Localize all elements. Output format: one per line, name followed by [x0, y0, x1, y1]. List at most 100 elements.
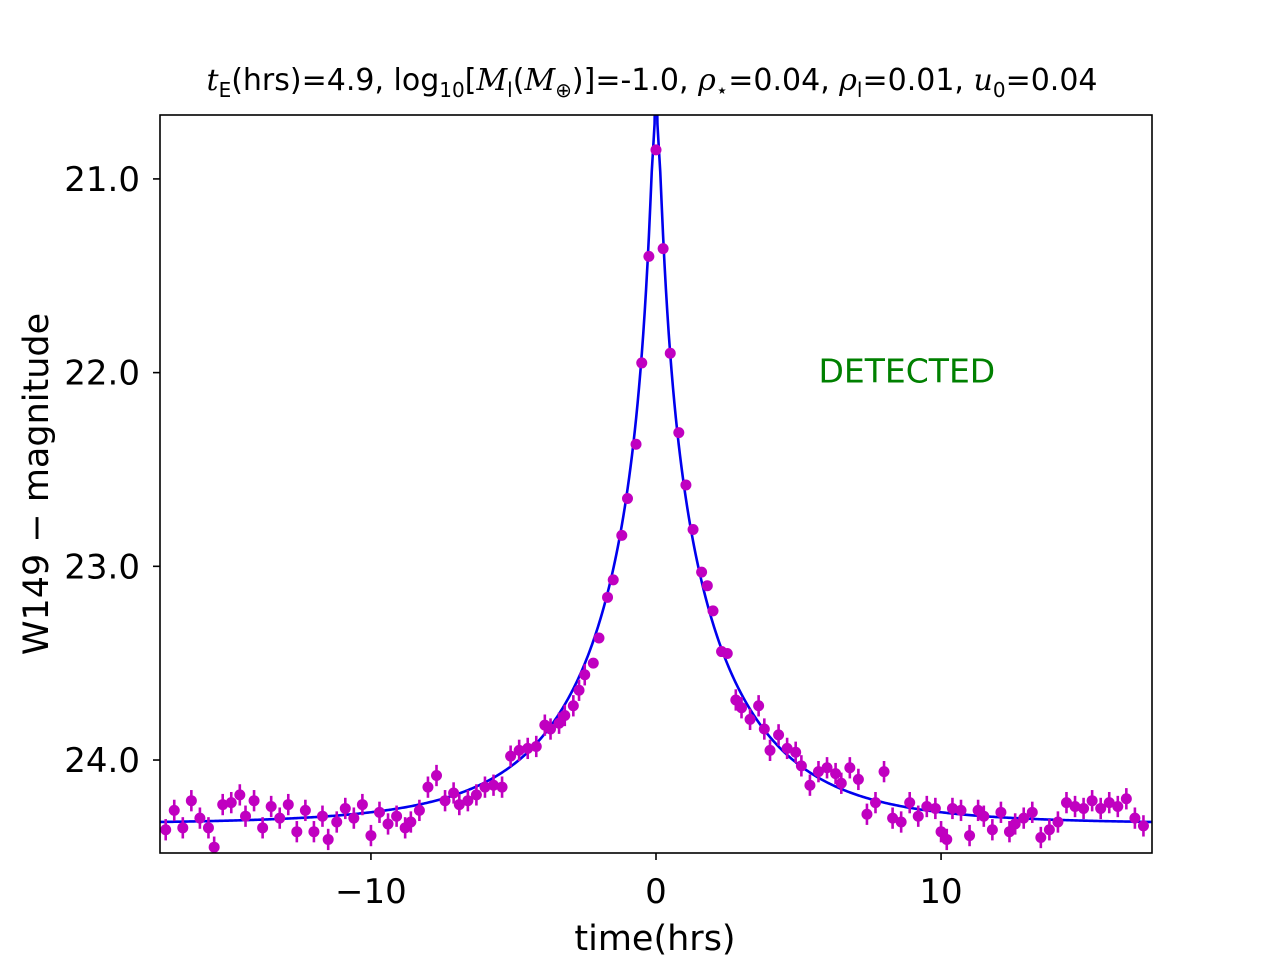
data-marker	[869, 797, 881, 809]
data-marker	[282, 799, 294, 811]
data-point	[274, 807, 286, 829]
data-marker	[921, 801, 933, 813]
data-marker	[721, 647, 733, 659]
data-point	[365, 824, 377, 847]
data-point	[453, 793, 465, 816]
data-point	[758, 718, 770, 740]
data-marker	[322, 833, 334, 845]
data-marker	[878, 766, 890, 778]
x-axis-label: time(hrs)	[574, 919, 735, 959]
data-marker	[356, 799, 368, 811]
data-point	[530, 735, 542, 758]
data-point	[1120, 788, 1132, 810]
data-marker	[621, 493, 633, 505]
data-point	[257, 817, 269, 839]
data-point	[194, 807, 206, 829]
y-axis-label: W149 − magnitude	[17, 313, 57, 655]
data-marker	[234, 789, 246, 801]
plot-frame	[159, 114, 1153, 854]
data-marker	[208, 841, 220, 853]
data-point	[1095, 797, 1107, 820]
data-marker	[365, 830, 377, 842]
title-u0-value: 0.04	[1031, 63, 1098, 98]
data-point	[1078, 797, 1090, 820]
data-point	[673, 427, 685, 439]
data-marker	[650, 144, 662, 156]
data-point	[225, 791, 237, 814]
data-marker	[707, 605, 719, 617]
data-point	[978, 805, 990, 827]
data-marker	[602, 591, 614, 603]
data-point	[573, 679, 585, 701]
data-marker	[1060, 797, 1072, 809]
data-marker	[616, 529, 628, 541]
data-marker	[1052, 816, 1064, 828]
data-point	[439, 790, 451, 812]
data-marker	[744, 713, 756, 725]
data-point	[299, 799, 311, 822]
data-point	[995, 801, 1007, 823]
data-point	[1060, 791, 1072, 814]
data-marker	[781, 742, 793, 754]
data-marker	[1103, 797, 1115, 809]
data-point	[753, 695, 765, 717]
data-marker	[680, 479, 692, 491]
data-point	[405, 811, 417, 833]
data-point	[248, 790, 260, 812]
data-marker	[373, 806, 385, 818]
data-marker	[496, 781, 508, 793]
data-marker	[274, 812, 286, 824]
data-marker	[955, 804, 967, 816]
data-marker	[382, 818, 394, 830]
data-marker	[852, 773, 864, 785]
data-marker	[1129, 812, 1141, 824]
data-marker	[168, 804, 180, 816]
data-marker	[291, 826, 303, 838]
data-point	[316, 805, 328, 827]
data-point	[904, 791, 916, 814]
data-point	[291, 821, 303, 843]
data-point	[607, 574, 619, 586]
data-point	[1103, 791, 1115, 814]
data-marker	[185, 795, 197, 807]
data-marker	[912, 810, 924, 822]
data-point	[921, 795, 933, 818]
x-tick-label: 10	[919, 872, 962, 912]
data-point	[202, 817, 214, 839]
data-point	[479, 776, 491, 798]
data-marker	[553, 717, 565, 729]
data-marker	[657, 243, 669, 255]
data-marker	[339, 802, 351, 814]
data-marker	[479, 781, 491, 793]
title-rho-lens-value: 0.01	[888, 63, 955, 98]
data-point	[282, 793, 294, 816]
data-point	[730, 689, 742, 711]
data-point	[696, 566, 708, 578]
data-marker	[217, 799, 229, 811]
data-marker	[736, 702, 748, 714]
data-point	[946, 797, 958, 820]
data-marker	[941, 833, 953, 845]
data-point	[545, 718, 557, 740]
data-marker	[630, 438, 642, 450]
data-marker	[804, 779, 816, 791]
data-marker	[643, 250, 655, 262]
data-point	[630, 438, 642, 450]
data-marker	[545, 723, 557, 735]
title-log-mass-value: -1.0	[620, 63, 679, 98]
data-marker	[753, 700, 765, 712]
data-marker	[636, 357, 648, 369]
data-marker	[240, 810, 252, 822]
data-marker	[530, 740, 542, 752]
data-point	[331, 811, 343, 833]
data-marker	[764, 744, 776, 756]
data-marker	[1120, 793, 1132, 805]
data-point	[496, 776, 508, 798]
data-point	[160, 819, 172, 841]
data-point	[1137, 815, 1149, 837]
data-point	[462, 790, 474, 812]
data-point	[643, 250, 655, 262]
data-point	[812, 760, 824, 783]
data-marker	[248, 795, 260, 807]
data-point	[935, 821, 947, 843]
